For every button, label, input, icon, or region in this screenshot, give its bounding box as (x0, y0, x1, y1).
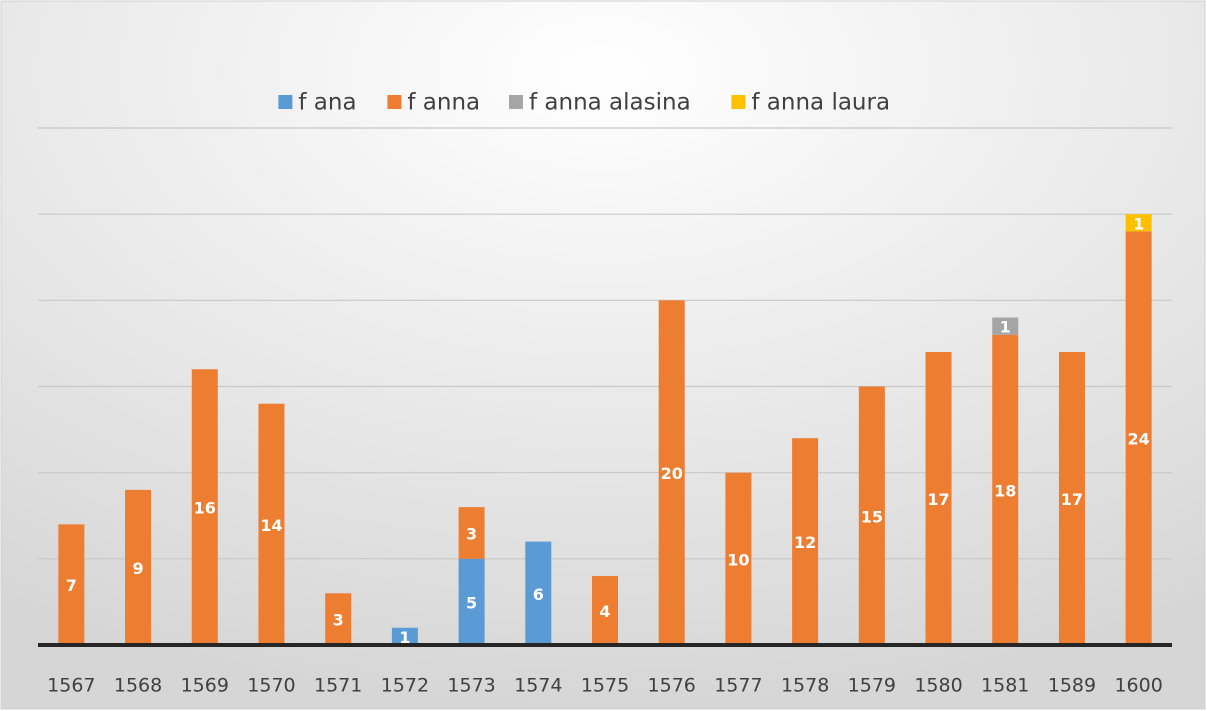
bar-segment (191, 369, 218, 645)
data-label: 12 (794, 533, 816, 552)
legend-swatch (278, 95, 293, 109)
x-tick-label: 1569 (181, 675, 229, 697)
bar-segment (992, 317, 1019, 335)
x-tick-label: 1571 (314, 675, 362, 697)
data-label: 9 (132, 559, 143, 578)
data-label: 4 (599, 602, 610, 621)
data-label: 17 (927, 490, 949, 509)
data-label: 6 (533, 585, 544, 604)
bar-segment (258, 403, 285, 645)
x-tick-label: 1567 (47, 675, 95, 697)
data-label: 3 (466, 524, 477, 543)
bar-segment (658, 300, 685, 645)
data-label: 5 (466, 593, 477, 612)
legend-label: f anna (407, 90, 480, 116)
legend-label: f anna alasina (529, 90, 691, 116)
data-label: 7 (66, 576, 77, 595)
data-label: 3 (333, 611, 344, 630)
bar-segment (592, 576, 618, 645)
bar-segment (992, 334, 1019, 645)
bar-segment (58, 524, 85, 645)
bar-segment (792, 438, 819, 645)
x-tick-label: 1600 (1114, 675, 1162, 697)
legend-label: f ana (298, 90, 356, 116)
bar-segment (1125, 214, 1152, 232)
data-label: 24 (1128, 430, 1150, 449)
data-label: 16 (194, 499, 216, 518)
legend-swatch (509, 95, 523, 109)
x-tick-label: 1572 (381, 675, 429, 697)
bar-segment (1125, 231, 1152, 645)
bar-segment (525, 541, 552, 645)
data-label: 10 (727, 550, 749, 569)
bar-segment (458, 507, 485, 559)
bar-segment (858, 386, 885, 645)
data-label: 17 (1061, 490, 1083, 509)
x-tick-label: 1589 (1048, 675, 1096, 697)
x-tick-label: 1570 (247, 675, 295, 697)
bar-segment (458, 558, 485, 645)
legend-swatch (387, 95, 402, 109)
x-tick-label: 1576 (648, 675, 696, 697)
data-label: 14 (260, 516, 282, 535)
legend-swatch (731, 95, 746, 109)
x-tick-label: 1580 (914, 675, 962, 697)
data-label: 1 (399, 628, 410, 647)
x-tick-label: 1574 (514, 675, 562, 697)
legend-label: f anna laura (751, 90, 890, 116)
x-tick-label: 1578 (781, 675, 829, 697)
x-tick-label: 1579 (848, 675, 896, 697)
bar-segment (391, 627, 418, 645)
data-label: 1 (1000, 318, 1011, 337)
x-tick-label: 1575 (581, 675, 629, 697)
data-label: 1 (1133, 214, 1144, 233)
bar-segment (125, 489, 152, 645)
bar-segment (325, 593, 352, 645)
bar-segment (1058, 352, 1085, 645)
data-label: 18 (994, 481, 1016, 500)
x-tick-label: 1568 (114, 675, 162, 697)
x-tick-label: 1581 (981, 675, 1029, 697)
data-label: 15 (861, 507, 883, 526)
bar-segment (925, 352, 952, 645)
data-label: 20 (661, 464, 683, 483)
x-tick-label: 1573 (447, 675, 495, 697)
bar-segment (725, 472, 752, 645)
x-tick-label: 1577 (714, 675, 762, 697)
